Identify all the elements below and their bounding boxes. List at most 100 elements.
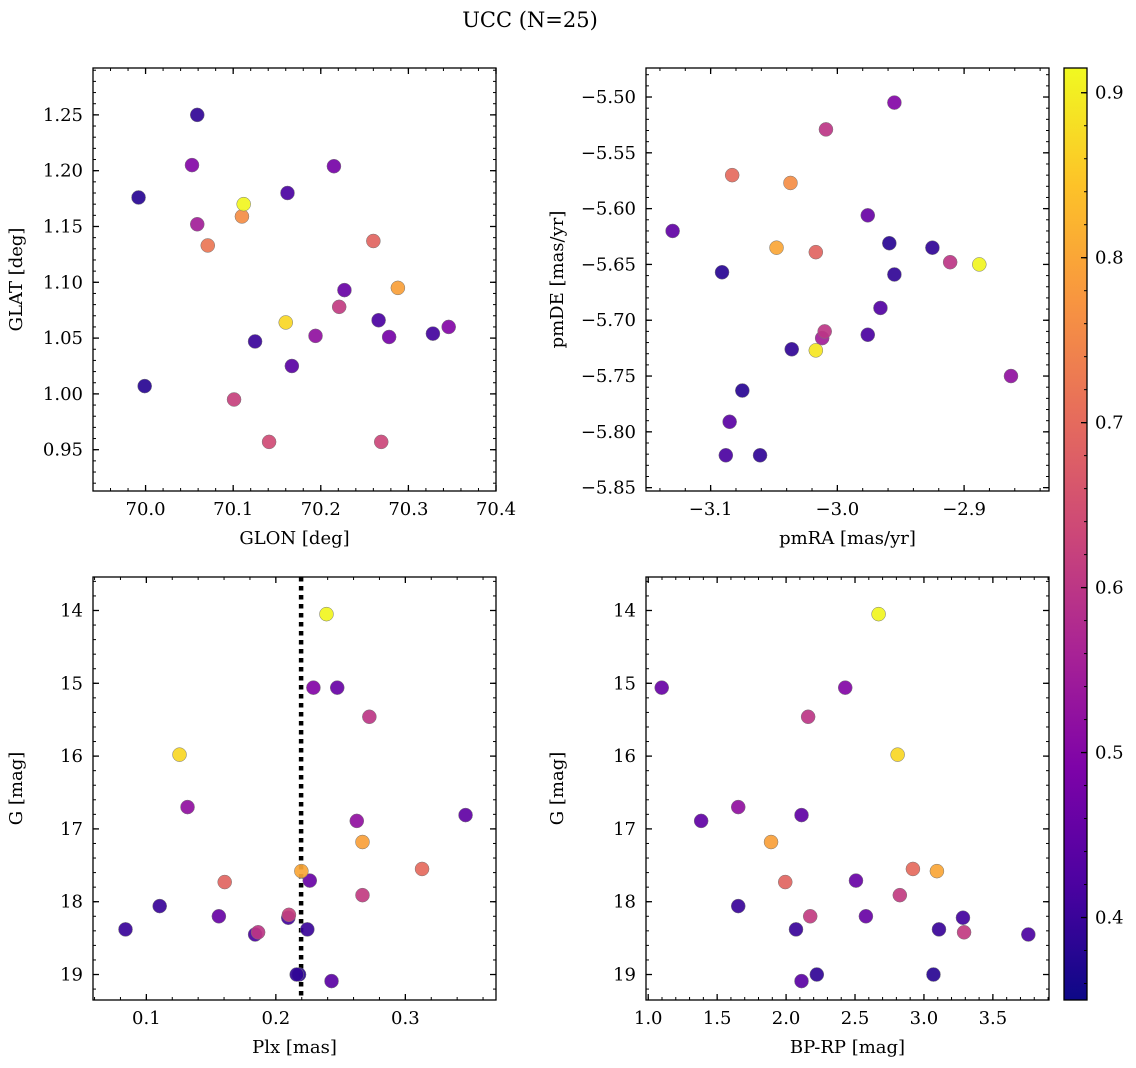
y-tick-label: −5.75	[581, 366, 636, 387]
y-tick-label: −5.65	[581, 254, 636, 275]
data-point	[355, 887, 370, 903]
data-point	[654, 680, 669, 695]
y-tick-label: 18	[613, 892, 636, 913]
minor-ticks	[93, 577, 496, 1000]
data-point	[925, 240, 940, 255]
x-tick-label: 1.5	[703, 1008, 732, 1029]
data-point	[955, 910, 971, 925]
x-tick-label: 2.0	[772, 1008, 801, 1029]
data-point	[366, 233, 381, 249]
data-point	[730, 898, 746, 914]
data-points	[118, 606, 473, 989]
y-tick-label: 16	[60, 746, 83, 767]
y-tick-label: 1.15	[43, 216, 83, 237]
data-point	[226, 392, 242, 407]
panel-pmra-pmde: −3.1 −3.0 −2.9 −5.85 −5.80 −5.75 −5.70 −5.65 −5.…	[547, 67, 1050, 549]
major-ticks	[646, 577, 1049, 1000]
data-point	[817, 324, 832, 339]
data-point	[763, 834, 779, 850]
data-point	[373, 434, 389, 450]
data-point	[337, 282, 352, 298]
x-tick-label: 3.0	[910, 1008, 939, 1029]
data-point	[887, 95, 902, 110]
minor-ticks	[646, 68, 1049, 491]
panel-plx-g: 0.1 0.2 0.3 14 15 16 17 18 19 Plx [mas] G [mag]	[6, 576, 497, 1058]
data-point	[809, 967, 825, 982]
data-point	[837, 680, 853, 695]
minor-ticks	[92, 68, 497, 491]
y-axis-label: G [mag]	[547, 752, 568, 825]
data-point	[752, 448, 768, 463]
x-tick-label: 2.5	[841, 1008, 870, 1029]
data-point	[172, 747, 187, 762]
data-point	[848, 873, 864, 888]
colorbar-gradient	[1063, 67, 1088, 1001]
data-point	[858, 909, 874, 924]
y-tick-label: −5.50	[581, 87, 636, 108]
data-point	[942, 254, 958, 270]
data-point	[371, 312, 386, 328]
data-point	[289, 967, 304, 982]
data-point	[180, 799, 195, 815]
x-axis-label: BP-RP [mag]	[790, 1037, 905, 1058]
data-point	[217, 874, 232, 890]
y-tick-label: 19	[613, 965, 636, 986]
data-point	[1003, 368, 1019, 384]
x-tick-label: 3.5	[979, 1008, 1008, 1029]
data-point	[306, 680, 321, 695]
data-point	[956, 925, 972, 940]
data-point	[152, 898, 167, 914]
data-point	[892, 887, 908, 903]
x-tick-label: 0.1	[132, 1008, 161, 1029]
x-axis-label: GLON [deg]	[239, 528, 349, 549]
data-point	[905, 861, 921, 877]
y-axis-label: GLAT [deg]	[6, 228, 27, 332]
data-point	[693, 813, 709, 829]
data-point	[818, 122, 834, 137]
axes-frame	[92, 576, 497, 1001]
data-point	[784, 342, 799, 357]
data-point	[190, 217, 205, 232]
data-point	[724, 167, 740, 183]
data-point	[735, 383, 750, 398]
colorbar-tick-label: 0.9	[1095, 83, 1124, 104]
data-point	[281, 907, 297, 923]
data-point	[362, 709, 377, 725]
major-ticks	[93, 577, 496, 1000]
colorbar-tick-label: 0.4	[1095, 908, 1124, 929]
data-point	[802, 909, 818, 924]
y-axis-label: pmDE [mas/yr]	[547, 211, 568, 349]
x-tick-label: −3.0	[816, 499, 860, 520]
panel-bprp-g: 1.0 1.5 2.0 2.5 3.0 3.5 14 15 16 17 18 19 BP-RP [mag…	[547, 576, 1050, 1058]
y-tick-label: 14	[60, 600, 83, 621]
y-tick-label: −5.55	[581, 143, 636, 164]
y-tick-label: 15	[60, 673, 83, 694]
data-point	[284, 358, 300, 374]
data-point	[261, 434, 277, 450]
data-point	[250, 925, 266, 940]
data-point	[1021, 927, 1036, 942]
major-ticks	[93, 68, 497, 491]
data-point	[247, 334, 263, 349]
y-tick-label: 1.05	[43, 328, 83, 349]
y-tick-label: 17	[613, 819, 636, 840]
data-point	[458, 807, 473, 823]
data-point	[349, 813, 365, 829]
y-tick-label: 14	[613, 600, 636, 621]
y-tick-label: 1.25	[43, 105, 83, 126]
data-point	[788, 922, 804, 937]
data-point	[800, 709, 816, 725]
major-ticks	[646, 68, 1049, 491]
y-axis-label: G [mag]	[6, 752, 27, 825]
colorbar-tick-label: 0.7	[1095, 413, 1124, 434]
data-point	[665, 223, 680, 239]
data-point	[778, 874, 793, 890]
y-tick-label: 1.00	[43, 384, 83, 405]
y-tick-label: −5.85	[581, 478, 636, 499]
data-points	[665, 95, 1019, 463]
data-point	[718, 448, 734, 463]
data-point	[860, 208, 876, 223]
data-point	[308, 328, 323, 344]
data-point	[390, 280, 406, 296]
